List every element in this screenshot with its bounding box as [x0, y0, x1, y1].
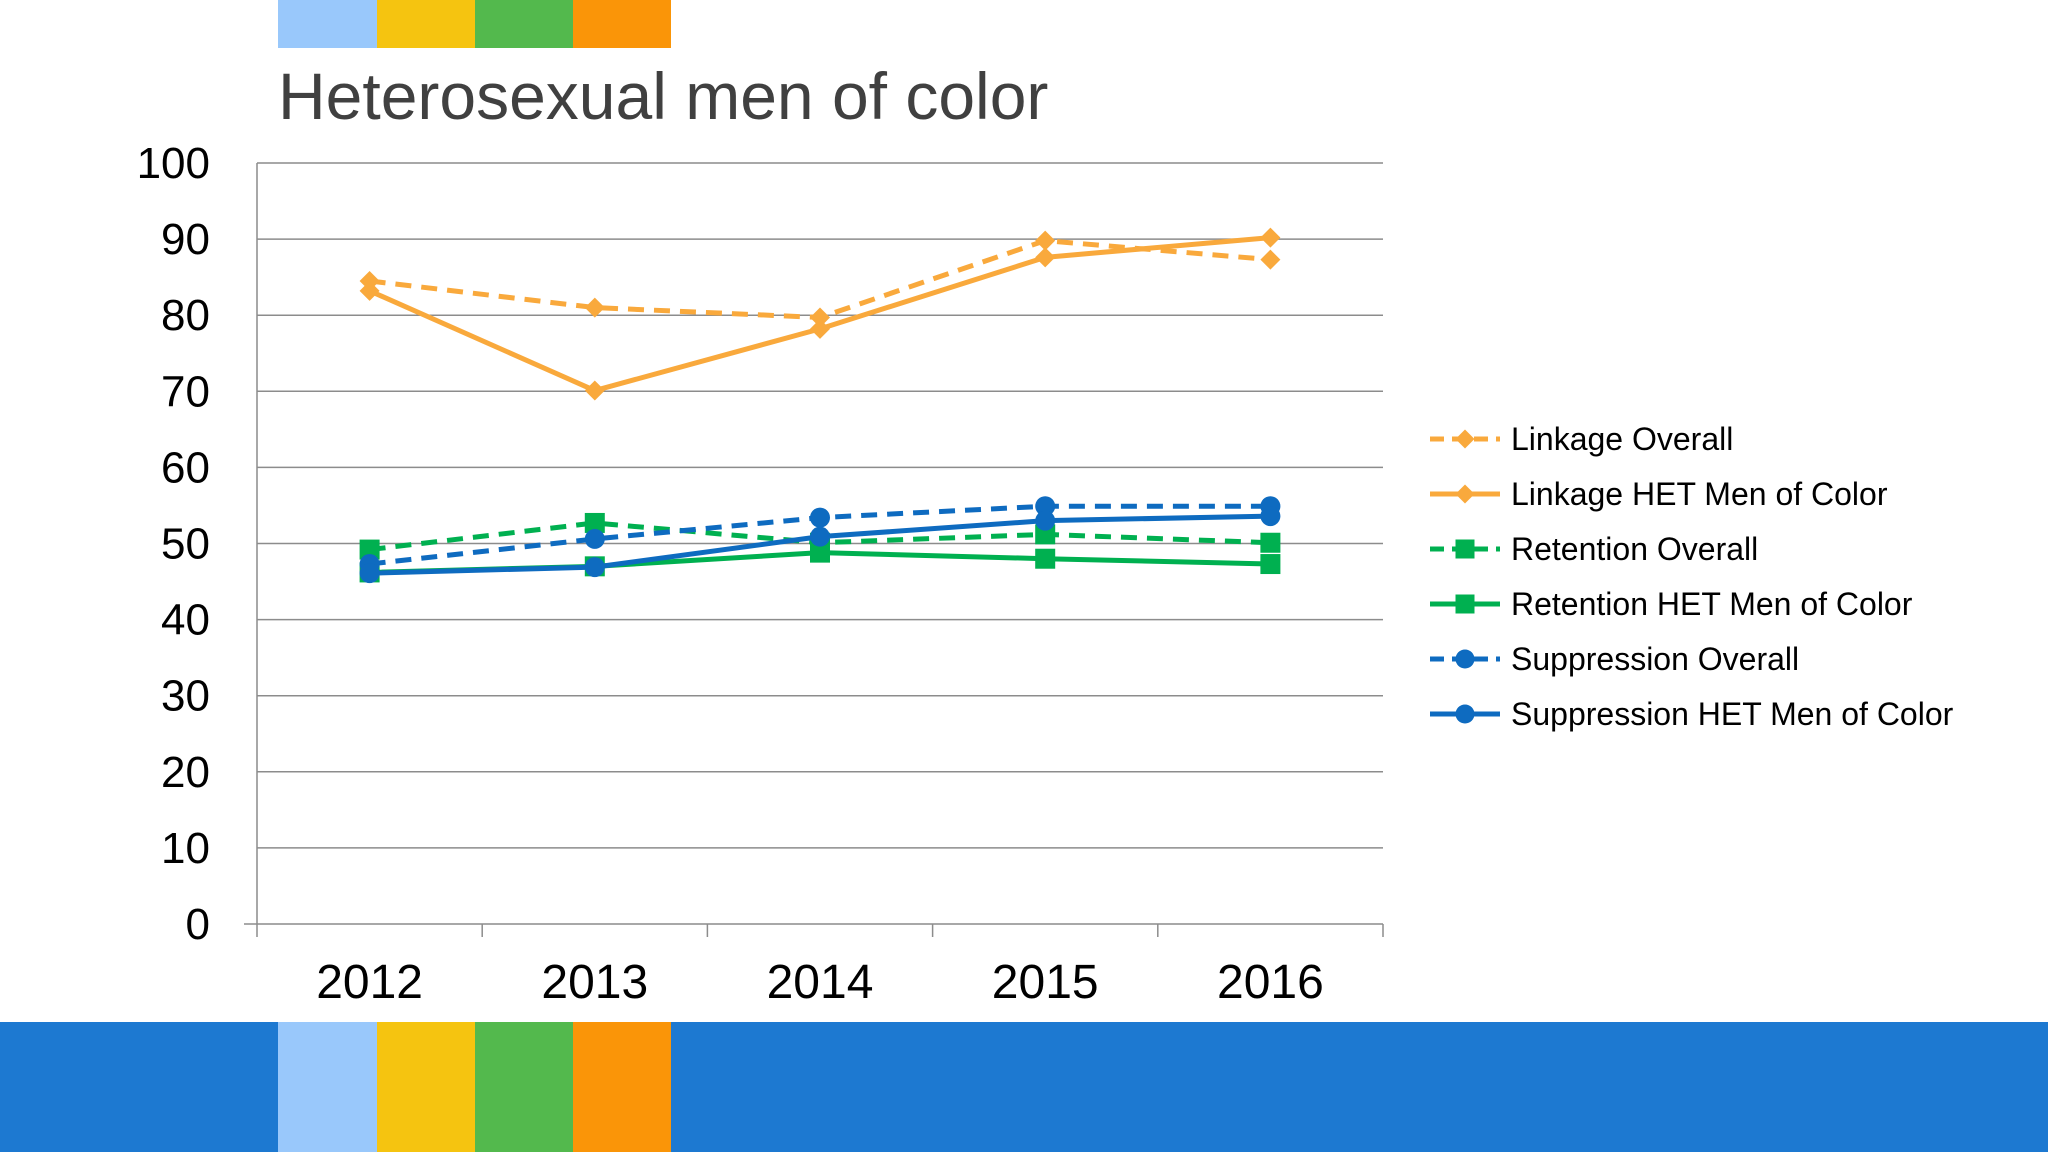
y-tick-label-90: 90	[161, 215, 210, 264]
data-point-2-1	[584, 512, 605, 533]
data-point-5-4	[1260, 506, 1281, 527]
data-point-4-1	[584, 528, 605, 549]
y-tick-label-50: 50	[161, 520, 210, 569]
legend-label-5: Suppression HET Men of Color	[1511, 696, 1954, 732]
data-point-3-4	[1260, 554, 1281, 575]
legend-marker-4	[1455, 649, 1475, 669]
top-stripe-yellow	[377, 0, 475, 48]
x-tick-label-2014: 2014	[767, 956, 874, 1009]
legend-entry-2: Retention Overall	[1430, 531, 1758, 567]
x-tick-label-2012: 2012	[316, 956, 423, 1009]
legend-label-3: Retention HET Men of Color	[1511, 586, 1913, 622]
legend-entry-0: Linkage Overall	[1430, 421, 1733, 457]
legend-label-2: Retention Overall	[1511, 531, 1758, 567]
data-point-0-2	[810, 307, 830, 328]
legend-entry-4: Suppression Overall	[1430, 641, 1799, 677]
y-tick-label-10: 10	[161, 824, 210, 873]
grid-lines	[257, 162, 1383, 849]
data-point-4-2	[810, 507, 830, 528]
x-tick-label-2016: 2016	[1217, 956, 1324, 1009]
legend-marker-2	[1455, 539, 1475, 559]
bottom-stripe-green	[475, 1022, 573, 1152]
data-point-4-3	[1035, 496, 1056, 517]
data-point-1-0	[359, 280, 380, 301]
series	[359, 227, 1281, 584]
legend-marker-5	[1455, 704, 1475, 724]
top-stripe-orange	[573, 0, 671, 48]
x-tick-label-2013: 2013	[541, 956, 648, 1009]
data-point-0-4	[1260, 249, 1281, 270]
series-line-0	[369, 238, 1271, 320]
data-point-1-2	[810, 318, 830, 339]
legend-entry-5: Suppression HET Men of Color	[1430, 696, 1954, 732]
slide-title: Heterosexual men of color	[278, 59, 1049, 133]
y-tick-label-60: 60	[161, 443, 210, 492]
y-tick-label-20: 20	[161, 748, 210, 797]
bottom-stripe-light-blue	[278, 1022, 377, 1152]
legend-marker-0	[1455, 429, 1475, 449]
series-5	[359, 506, 1281, 584]
legend-entry-3: Retention HET Men of Color	[1430, 586, 1913, 622]
data-point-0-3	[1035, 230, 1056, 251]
y-tick-label-40: 40	[161, 596, 210, 645]
legend: Linkage Overall Linkage HET Men of Color R…	[1430, 421, 1954, 732]
x-tick-label-2015: 2015	[992, 956, 1099, 1009]
data-point-5-2	[810, 526, 830, 547]
legend-marker-3	[1455, 594, 1475, 614]
y-tick-label-0: 0	[186, 900, 210, 949]
data-point-3-2	[810, 542, 830, 563]
data-point-1-1	[584, 380, 605, 401]
data-point-2-0	[359, 539, 380, 560]
series-1	[359, 227, 1281, 401]
legend-label-4: Suppression Overall	[1511, 641, 1799, 677]
data-point-1-3	[1035, 247, 1056, 268]
data-point-2-3	[1035, 524, 1056, 545]
legend-label-0: Linkage Overall	[1511, 421, 1733, 457]
bottom-stripe-yellow	[377, 1022, 475, 1152]
y-tick-label-80: 80	[161, 291, 210, 340]
data-point-1-4	[1260, 227, 1281, 248]
top-stripe-light-blue	[278, 0, 377, 48]
data-point-0-1	[584, 297, 605, 318]
y-tick-label-70: 70	[161, 367, 210, 416]
data-point-3-3	[1035, 548, 1056, 569]
data-point-5-0	[359, 563, 380, 584]
data-point-5-1	[584, 557, 605, 578]
legend-entry-1: Linkage HET Men of Color	[1430, 476, 1888, 512]
data-point-5-3	[1035, 510, 1056, 531]
y-tick-label-30: 30	[161, 672, 210, 721]
series-3	[359, 542, 1281, 583]
data-point-2-4	[1260, 532, 1281, 553]
top-stripe-green	[475, 0, 573, 48]
bottom-stripe-orange	[573, 1022, 671, 1152]
y-tick-label-100: 100	[137, 139, 210, 188]
axes: 0 10 20 30 40 50 60 70 80 90 100 2012 2013 2014 2015 20…	[137, 139, 1384, 1009]
series-0	[359, 230, 1281, 328]
legend-label-1: Linkage HET Men of Color	[1511, 476, 1888, 512]
legend-marker-1	[1455, 484, 1475, 504]
